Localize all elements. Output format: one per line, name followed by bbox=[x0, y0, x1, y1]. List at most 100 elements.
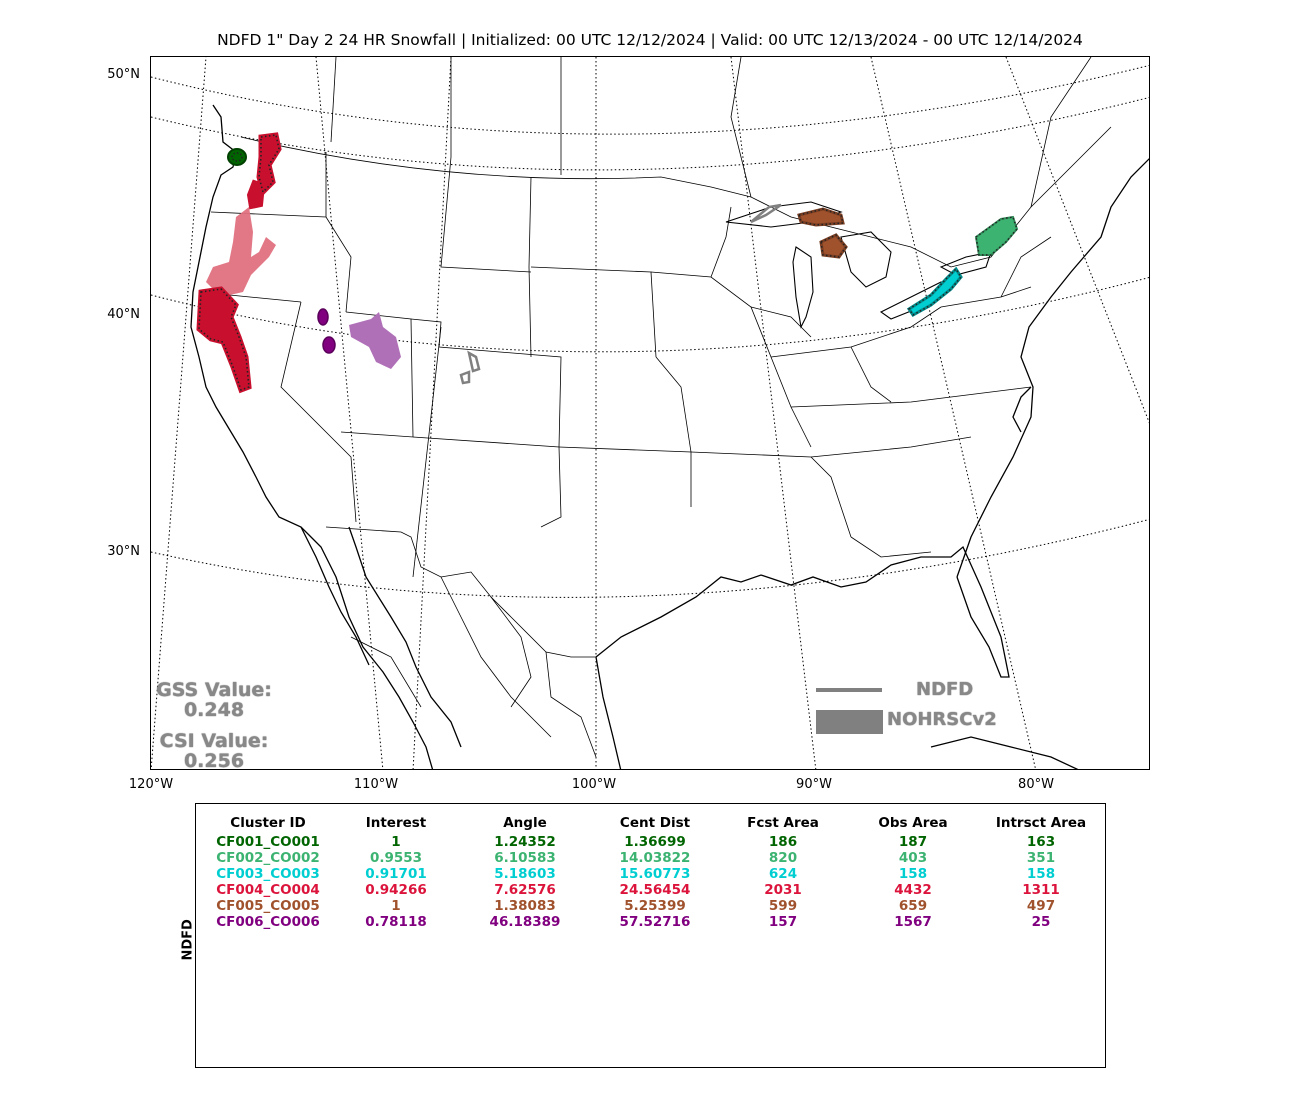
canada-province-1 bbox=[730, 57, 752, 198]
table-header-fcst-area: Fcst Area bbox=[747, 815, 819, 831]
lat-line-30 bbox=[151, 518, 1149, 598]
table-cell-intrsct-area: 25 bbox=[1031, 914, 1051, 930]
table-cell-intrsct-area: 351 bbox=[1026, 850, 1056, 866]
cluster-cf005-dots bbox=[798, 208, 847, 258]
table-cell-cent-dist: 14.03822 bbox=[619, 850, 691, 866]
table-cell-fcst-area: 599 bbox=[768, 898, 798, 914]
table-cell-intrsct-area: 158 bbox=[1026, 866, 1056, 882]
gulf-coast bbox=[595, 545, 1010, 678]
cluster-cf004-dots bbox=[198, 134, 280, 392]
lat-label-50n: 50°N bbox=[107, 67, 140, 82]
mainland-mexico-coast bbox=[348, 526, 462, 748]
table-cell-interest: 1 bbox=[391, 834, 401, 850]
state-line-ca-nv bbox=[280, 301, 357, 523]
map-title: NDFD 1" Day 2 24 HR Snowfall | Initializ… bbox=[217, 31, 1083, 49]
us-mexico-border bbox=[325, 526, 596, 658]
table-cell-interest: 0.94266 bbox=[365, 882, 427, 898]
ndfd-outline-colorado-b bbox=[459, 370, 471, 385]
mexico-state-2 bbox=[490, 596, 532, 708]
state-line-az-nm-west bbox=[412, 326, 442, 578]
mexico-state-3 bbox=[350, 636, 422, 708]
table-cell-cluster-id: CF002_CO002 bbox=[216, 850, 320, 866]
cluster-cf006-obs bbox=[349, 312, 401, 369]
ndfd-outline-colorado-a bbox=[467, 350, 481, 373]
table-cell-intrsct-area: 497 bbox=[1026, 898, 1056, 914]
table-side-label: NDFD bbox=[180, 919, 196, 961]
map-panel bbox=[150, 56, 1150, 770]
table-cell-cluster-id: CF005_CO005 bbox=[216, 898, 320, 914]
mexico-east-coast bbox=[595, 656, 622, 769]
ndfd-outline-superior bbox=[750, 203, 782, 224]
cluster-cf001-fcst bbox=[231, 152, 243, 162]
lon-line-110 bbox=[412, 57, 452, 769]
state-line-wv bbox=[850, 346, 892, 403]
state-line-fl bbox=[850, 536, 932, 558]
lat-label-30n: 30°N bbox=[107, 544, 140, 559]
baja-gulf bbox=[300, 526, 370, 666]
lon-label-90w: 90°W bbox=[796, 777, 832, 792]
state-line-al-ga bbox=[810, 436, 972, 458]
state-line-mt-wy bbox=[440, 156, 532, 273]
table-cell-obs-area: 158 bbox=[898, 866, 928, 882]
lon-line-80 bbox=[870, 57, 1037, 769]
cluster-stats-table bbox=[195, 803, 1106, 1068]
state-line-id bbox=[325, 152, 352, 313]
state-line-tn-ky bbox=[790, 386, 1032, 408]
great-lakes bbox=[725, 201, 992, 329]
gss-label: GSS Value: bbox=[156, 679, 272, 701]
table-cell-interest: 0.78118 bbox=[365, 914, 427, 930]
table-header-interest: Interest bbox=[365, 815, 427, 831]
table-header-angle: Angle bbox=[503, 815, 547, 831]
table-cell-angle: 1.38083 bbox=[494, 898, 556, 914]
cluster-cf004-fcst-c bbox=[196, 286, 252, 394]
lat-line-47 bbox=[151, 96, 1149, 171]
lon-label-100w: 100°W bbox=[571, 777, 617, 792]
table-cell-cent-dist: 5.25399 bbox=[624, 898, 686, 914]
table-cell-fcst-area: 820 bbox=[768, 850, 798, 866]
east-coast bbox=[956, 158, 1149, 578]
cluster-cf004-obs bbox=[206, 207, 276, 297]
table-cell-angle: 6.10583 bbox=[494, 850, 556, 866]
table-cell-intrsct-area: 163 bbox=[1026, 834, 1056, 850]
mexico-state-1 bbox=[440, 576, 552, 738]
state-line-wa-or bbox=[210, 211, 327, 218]
table-header-cent-dist: Cent Dist bbox=[619, 815, 691, 831]
map-canvas bbox=[151, 57, 1149, 769]
state-line-az-nm bbox=[412, 436, 562, 528]
state-line-ut-co bbox=[410, 318, 562, 448]
cluster-cf006-fcst-b bbox=[322, 336, 336, 354]
table-cell-angle: 7.62576 bbox=[494, 882, 556, 898]
canada-province-3 bbox=[330, 57, 337, 143]
state-line-il-in bbox=[750, 306, 812, 338]
lake-michigan bbox=[792, 246, 814, 329]
lat-label-40n: 40°N bbox=[107, 307, 140, 322]
table-cell-angle: 1.24352 bbox=[494, 834, 556, 850]
gss-value: 0.248 bbox=[183, 699, 245, 721]
legend-ndfd-label: NDFD bbox=[916, 679, 974, 700]
cluster-cf001-obs bbox=[227, 148, 247, 166]
coastlines bbox=[190, 104, 1149, 769]
table-cell-fcst-area: 2031 bbox=[764, 882, 802, 898]
table-cell-cluster-id: CF001_CO001 bbox=[216, 834, 320, 850]
chesapeake bbox=[1012, 386, 1032, 433]
legend-obs-label: NOHRSCv2 bbox=[887, 709, 997, 730]
lon-line-90 bbox=[730, 57, 817, 769]
table-cell-obs-area: 4432 bbox=[894, 882, 932, 898]
lake-huron bbox=[840, 231, 892, 288]
lon-label-80w: 80°W bbox=[1018, 777, 1054, 792]
table-cell-fcst-area: 157 bbox=[768, 914, 798, 930]
lon-line-120 bbox=[151, 57, 207, 769]
cluster-cf005-b bbox=[819, 233, 848, 259]
state-line-ar-ms bbox=[690, 451, 852, 538]
table-cell-cluster-id: CF006_CO006 bbox=[216, 914, 320, 930]
state-line-oh-valley bbox=[770, 306, 942, 358]
lon-line-70 bbox=[1005, 57, 1149, 424]
cuba bbox=[930, 736, 1079, 769]
table-cell-obs-area: 187 bbox=[898, 834, 928, 850]
table-cell-intrsct-area: 1311 bbox=[1022, 882, 1060, 898]
lat-line-40 bbox=[151, 277, 1149, 353]
legend-obs-swatch bbox=[816, 710, 883, 734]
table-cell-angle: 46.18389 bbox=[489, 914, 561, 930]
table-cell-cent-dist: 24.56454 bbox=[619, 882, 691, 898]
table-header-obs-area: Obs Area bbox=[878, 815, 948, 831]
